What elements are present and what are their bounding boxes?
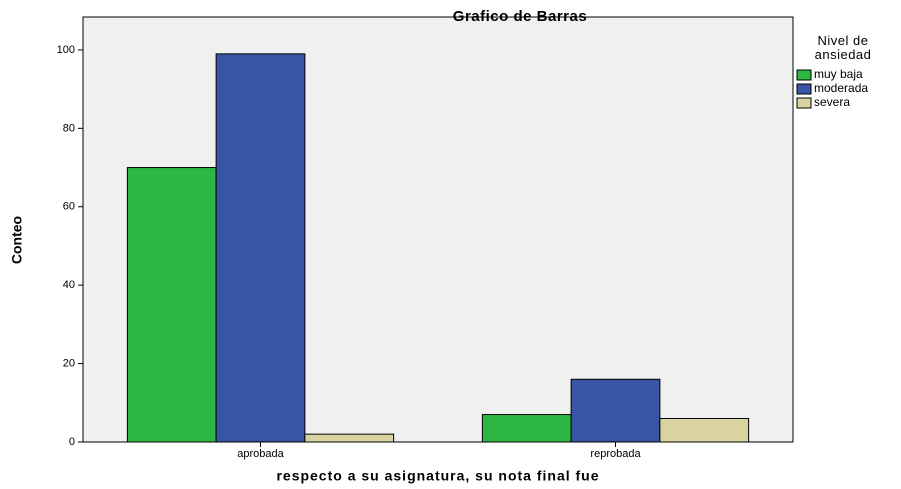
legend-label: muy baja bbox=[814, 67, 863, 81]
x-tick-label: aprobada bbox=[237, 448, 284, 460]
y-tick-label: 80 bbox=[63, 122, 75, 134]
y-tick-label: 60 bbox=[63, 201, 75, 213]
legend-swatch bbox=[796, 97, 812, 109]
y-axis-label: Conteo bbox=[9, 216, 25, 264]
x-tick-label: reprobada bbox=[590, 448, 641, 460]
legend-label: severa bbox=[814, 95, 850, 109]
legend-label: moderada bbox=[814, 81, 868, 95]
y-tick-label: 20 bbox=[63, 357, 75, 369]
legend-swatch bbox=[796, 83, 812, 95]
x-axis-label: respecto a su asignatura, su nota final … bbox=[276, 468, 599, 484]
legend-title: Nivel de ansiedad bbox=[814, 33, 872, 62]
y-tick-label: 0 bbox=[69, 436, 75, 448]
bar bbox=[215, 53, 306, 443]
bar bbox=[659, 417, 750, 443]
bar bbox=[126, 167, 217, 443]
y-tick-label: 100 bbox=[57, 44, 75, 56]
chart-title: Grafico de Barras bbox=[453, 8, 587, 25]
bar bbox=[570, 378, 661, 443]
y-tick-label: 40 bbox=[63, 279, 75, 291]
legend-swatch bbox=[796, 69, 812, 81]
bar bbox=[481, 414, 572, 443]
bar bbox=[304, 433, 395, 443]
